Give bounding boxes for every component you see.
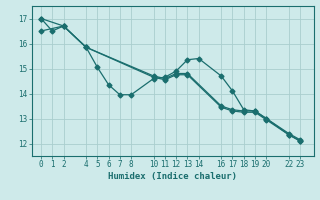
X-axis label: Humidex (Indice chaleur): Humidex (Indice chaleur) xyxy=(108,172,237,181)
